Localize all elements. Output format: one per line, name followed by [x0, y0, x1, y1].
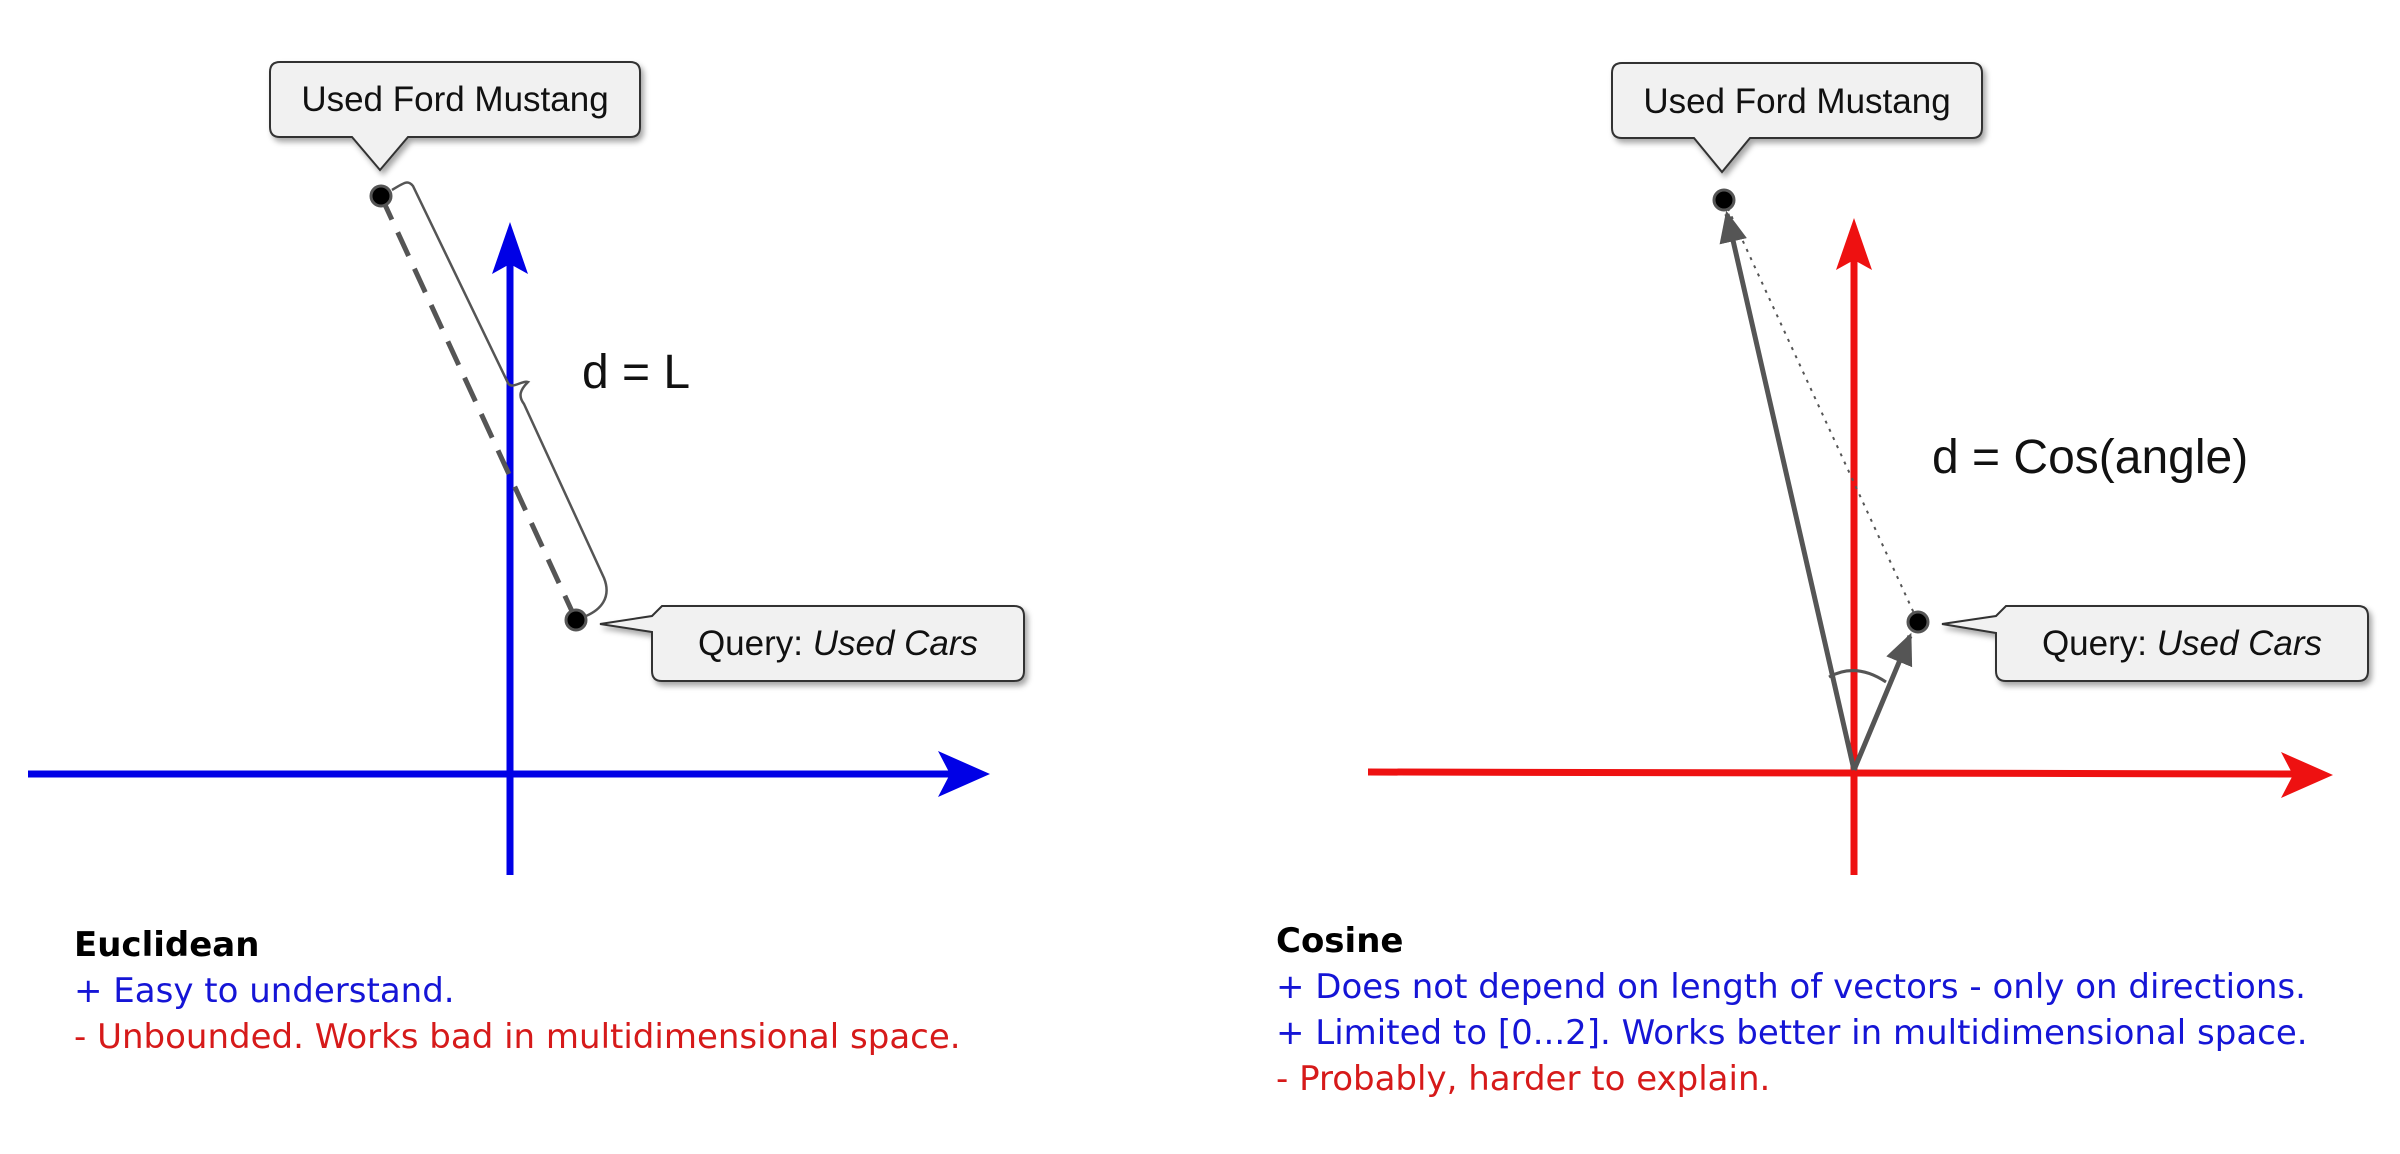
mustang-vector [1719, 210, 1857, 771]
cosine-mustang-point [1712, 188, 1736, 212]
cosine-query-callout [1941, 605, 2369, 682]
cosine-formula: d = Cos(angle) [1932, 431, 2248, 484]
query-vector [1851, 632, 1913, 771]
euclidean-distance-line [378, 194, 579, 622]
angle-arc [1828, 669, 1887, 684]
distance-brace [391, 181, 608, 618]
cosine-pro-1: + Does not depend on length of vectors -… [1276, 967, 2306, 1007]
euclidean-con-1: - Unbounded. Works bad in multidimension… [74, 1017, 961, 1057]
query-callout [599, 605, 1025, 682]
cosine-mustang-label: Used Ford Mustang [1643, 82, 1950, 121]
euclidean-panel: d = L Used Ford Mustang Query: Used Cars [28, 61, 1025, 875]
cosine-caption: Cosine + Does not depend on length of ve… [1276, 918, 2308, 1102]
query-label-prefix: Query: [698, 624, 813, 663]
cosine-query-point [1906, 610, 1930, 634]
query-label-term: Used Cars [813, 624, 978, 663]
mustang-callout [269, 61, 641, 172]
cosine-x-axis-arrowhead [2281, 752, 2333, 798]
cosine-query-label-prefix: Query: [2042, 624, 2157, 663]
cosine-title: Cosine [1276, 921, 1404, 961]
mustang-point [369, 184, 393, 208]
euclidean-x-axis-arrowhead [938, 751, 990, 797]
euclidean-caption: Euclidean + Easy to understand. - Unboun… [74, 922, 961, 1060]
cosine-con-1: - Probably, harder to explain. [1276, 1059, 1771, 1099]
euclidean-y-axis-arrowhead [492, 222, 528, 274]
mustang-label: Used Ford Mustang [301, 80, 608, 119]
euclidean-title: Euclidean [74, 925, 260, 965]
cosine-mustang-callout [1611, 62, 1983, 174]
cosine-connecting-line [1723, 199, 1919, 623]
query-label: Query: Used Cars [698, 624, 978, 663]
cosine-y-axis-arrowhead [1836, 218, 1872, 270]
euclidean-pro-1: + Easy to understand. [74, 971, 455, 1011]
cosine-query-label: Query: Used Cars [2042, 624, 2322, 663]
euclidean-formula: d = L [582, 346, 690, 399]
query-point [564, 608, 588, 632]
cosine-query-label-term: Used Cars [2157, 624, 2322, 663]
cosine-pro-2: + Limited to [0...2]. Works better in mu… [1276, 1013, 2308, 1053]
cosine-panel: d = Cos(angle) Used Ford Mustang Query: … [1367, 62, 2369, 875]
cosine-x-axis [1367, 768, 2299, 778]
